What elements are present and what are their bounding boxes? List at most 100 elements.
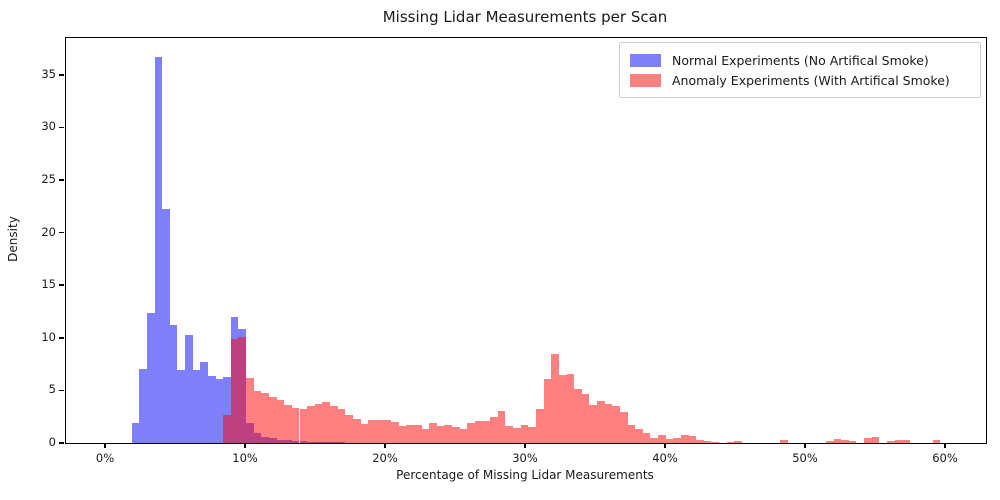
- histogram-bar-anomaly: [268, 396, 277, 443]
- histogram-bar-anomaly: [825, 440, 834, 443]
- histogram-bar-normal: [192, 370, 201, 443]
- histogram-bar-anomaly: [658, 434, 666, 443]
- histogram-bar-anomaly: [581, 393, 590, 443]
- x-tick-mark: [104, 443, 106, 448]
- histogram-bar-anomaly: [589, 405, 598, 443]
- histogram-bar-anomaly: [314, 404, 323, 443]
- y-tick-mark: [59, 284, 65, 286]
- y-tick-label: 10: [41, 329, 56, 344]
- histogram-bar-anomaly: [391, 422, 399, 443]
- histogram-bar-normal: [154, 56, 163, 443]
- histogram-bar-anomaly: [452, 427, 460, 443]
- x-tick-label: 30%: [512, 451, 538, 465]
- histogram-bar-anomaly: [574, 389, 582, 443]
- y-axis-label: Density: [6, 216, 20, 262]
- histogram-bar-anomaly: [459, 429, 468, 443]
- histogram-bar-anomaly: [864, 438, 872, 443]
- histogram-bar-normal: [131, 423, 140, 443]
- histogram-bar-anomaly: [467, 423, 475, 443]
- legend-swatch-anomaly: [630, 73, 661, 87]
- histogram-bar-anomaly: [543, 378, 552, 443]
- histogram-bar-anomaly: [322, 401, 330, 443]
- x-tick-label: 0%: [95, 451, 115, 465]
- legend-label-normal: Normal Experiments (No Artifical Smoke): [672, 52, 929, 68]
- histogram-bar-anomaly: [558, 374, 567, 443]
- histogram-bar-anomaly: [299, 409, 308, 443]
- histogram-bar-normal: [177, 370, 186, 443]
- histogram-bar-anomaly: [841, 440, 849, 443]
- histogram-bar-anomaly: [894, 440, 903, 443]
- x-tick-mark: [664, 443, 666, 448]
- histogram-bar-normal: [146, 312, 155, 443]
- x-tick-mark: [944, 443, 946, 448]
- histogram-bar-anomaly: [536, 409, 544, 443]
- histogram-bar-normal: [223, 376, 231, 443]
- histogram-bar-anomaly: [932, 439, 941, 443]
- histogram-bar-anomaly: [276, 399, 285, 443]
- histogram-bar-anomaly: [902, 439, 910, 443]
- histogram-bar-anomaly: [375, 420, 384, 443]
- histogram-bar-anomaly: [780, 440, 788, 443]
- histogram-bar-anomaly: [665, 438, 674, 443]
- histogram-bar-anomaly: [474, 420, 483, 443]
- histogram-bar-anomaly: [345, 414, 353, 443]
- histogram-bar-anomaly: [238, 336, 247, 443]
- histogram-bar-anomaly: [337, 409, 346, 443]
- histogram-bar-anomaly: [711, 441, 720, 443]
- histogram-bar-anomaly: [436, 426, 445, 443]
- y-tick-mark: [59, 74, 65, 76]
- x-tick-mark: [804, 443, 806, 448]
- y-tick-label: 15: [41, 277, 56, 292]
- y-tick-label: 5: [48, 382, 56, 397]
- y-tick-mark: [59, 179, 65, 181]
- x-tick-label: 40%: [652, 451, 678, 465]
- legend-label-anomaly: Anomaly Experiments (With Artifical Smok…: [672, 72, 950, 88]
- histogram-bar-anomaly: [833, 438, 842, 443]
- histogram-bar-normal: [162, 209, 170, 443]
- histogram-bar-anomaly: [696, 439, 704, 443]
- histogram-bar-anomaly: [650, 437, 659, 443]
- histogram-bar-anomaly: [253, 391, 262, 443]
- histogram-bar-normal: [215, 378, 224, 443]
- histogram-bar-anomaly: [604, 403, 613, 443]
- histogram-bar-anomaly: [619, 412, 628, 443]
- x-tick-mark: [524, 443, 526, 448]
- x-axis-label: Percentage of Missing Lidar Measurements: [396, 468, 654, 482]
- x-tick-label: 10%: [232, 451, 258, 465]
- y-tick-mark: [59, 442, 65, 444]
- y-tick-mark: [59, 389, 65, 392]
- histogram-bar-anomaly: [520, 425, 529, 443]
- legend: Normal Experiments (No Artifical Smoke) …: [619, 42, 981, 98]
- histogram-bar-normal: [200, 362, 208, 443]
- histogram-bar-anomaly: [383, 420, 392, 443]
- histogram-bar-anomaly: [352, 419, 361, 443]
- histogram-bar-anomaly: [223, 414, 231, 443]
- y-tick-label: 20: [41, 224, 56, 239]
- histogram-bar-anomaly: [642, 433, 651, 443]
- legend-item-anomaly: Anomaly Experiments (With Artifical Smok…: [630, 70, 970, 90]
- histogram-bar-anomaly: [871, 437, 880, 443]
- histogram-bar-anomaly: [398, 426, 407, 443]
- x-tick-label: 60%: [932, 451, 958, 465]
- histogram-bar-anomaly: [490, 416, 498, 443]
- y-tick-label: 0: [48, 435, 56, 449]
- histogram-bar-normal: [139, 369, 147, 443]
- histogram-bar-normal: [185, 334, 193, 443]
- y-tick-label: 30: [41, 119, 56, 134]
- histogram-bar-anomaly: [551, 354, 559, 443]
- histogram-bar-anomaly: [307, 406, 315, 443]
- histogram-bar-anomaly: [429, 423, 437, 443]
- histogram-bar-normal: [169, 325, 178, 443]
- histogram-bar-normal: [207, 375, 216, 443]
- histogram-bar-anomaly: [612, 406, 620, 443]
- legend-item-normal: Normal Experiments (No Artifical Smoke): [630, 50, 970, 70]
- histogram-bar-anomaly: [566, 374, 575, 443]
- histogram-bar-anomaly: [597, 400, 605, 443]
- histogram-bar-anomaly: [368, 420, 376, 443]
- histogram-bar-anomaly: [330, 406, 338, 443]
- y-tick-mark: [59, 231, 65, 234]
- histogram-bar-anomaly: [886, 440, 895, 443]
- x-tick-mark: [244, 443, 246, 448]
- y-tick-label: 35: [41, 66, 56, 81]
